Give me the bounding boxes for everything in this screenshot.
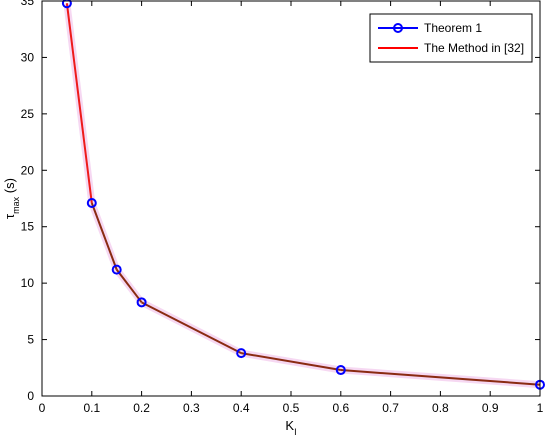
legend-marker-theorem-1 bbox=[393, 23, 403, 33]
legend-box bbox=[369, 13, 533, 63]
x-tick-label: 0.1 bbox=[83, 401, 100, 415]
y-tick-label: 5 bbox=[27, 333, 34, 347]
series-theorem-1-point bbox=[236, 348, 247, 359]
x-tick-label: 0.4 bbox=[233, 401, 250, 415]
x-tick-label: 0 bbox=[39, 401, 46, 415]
series-theorem-1-point bbox=[61, 0, 72, 9]
series-method-32-segment bbox=[141, 301, 242, 355]
series-method-32-segment bbox=[65, 3, 93, 204]
x-tick-label: 0.2 bbox=[133, 401, 150, 415]
legend: Theorem 1 The Method in [32] bbox=[369, 13, 533, 63]
y-tick-label: 0 bbox=[27, 389, 34, 403]
series-method-32-segment bbox=[90, 202, 118, 270]
series-method-32-segment bbox=[115, 268, 143, 303]
series-method-32-segment bbox=[241, 352, 341, 372]
x-tick-label: 0.9 bbox=[482, 401, 499, 415]
y-tick-label: 25 bbox=[21, 107, 35, 121]
y-axis-label-unit: (s) bbox=[2, 178, 17, 197]
x-tick-label: 0.8 bbox=[432, 401, 449, 415]
series-theorem-1-point bbox=[86, 198, 97, 209]
x-tick-label: 0.6 bbox=[332, 401, 349, 415]
y-axis-label-main: τ bbox=[2, 213, 17, 219]
x-axis-label-main: K bbox=[285, 418, 294, 433]
x-tick-label: 0.3 bbox=[183, 401, 200, 415]
plot-area bbox=[42, 1, 540, 396]
series-theorem-1-point bbox=[111, 264, 122, 275]
series-layer bbox=[61, 0, 545, 390]
y-tick-label: 30 bbox=[21, 50, 35, 64]
x-tick-label: 0.5 bbox=[283, 401, 300, 415]
series-theorem-1-point bbox=[136, 297, 147, 308]
y-tick-label: 35 bbox=[21, 0, 35, 8]
x-axis-label: KI bbox=[285, 418, 296, 437]
legend-label-theorem-1: Theorem 1 bbox=[424, 21, 482, 35]
x-tick-label: 0.7 bbox=[382, 401, 399, 415]
y-axis-label-subscript: max bbox=[11, 196, 21, 214]
series-theorem-1-point bbox=[335, 365, 346, 376]
y-tick-label: 10 bbox=[21, 276, 35, 290]
y-tick-label: 15 bbox=[21, 220, 35, 234]
x-tick-label: 1 bbox=[537, 401, 544, 415]
y-tick-label: 20 bbox=[21, 163, 35, 177]
x-axis-label-subscript: I bbox=[294, 427, 297, 437]
y-axis-label: τmax (s) bbox=[2, 178, 21, 219]
series-method-32-segment bbox=[340, 369, 541, 386]
ticks-layer: 0 0.1 0.2 0.3 0.4 0.5 0.6 0.7 0.8 0.9 105101520253… bbox=[21, 0, 544, 415]
legend-label-method-32: The Method in [32] bbox=[424, 41, 524, 55]
